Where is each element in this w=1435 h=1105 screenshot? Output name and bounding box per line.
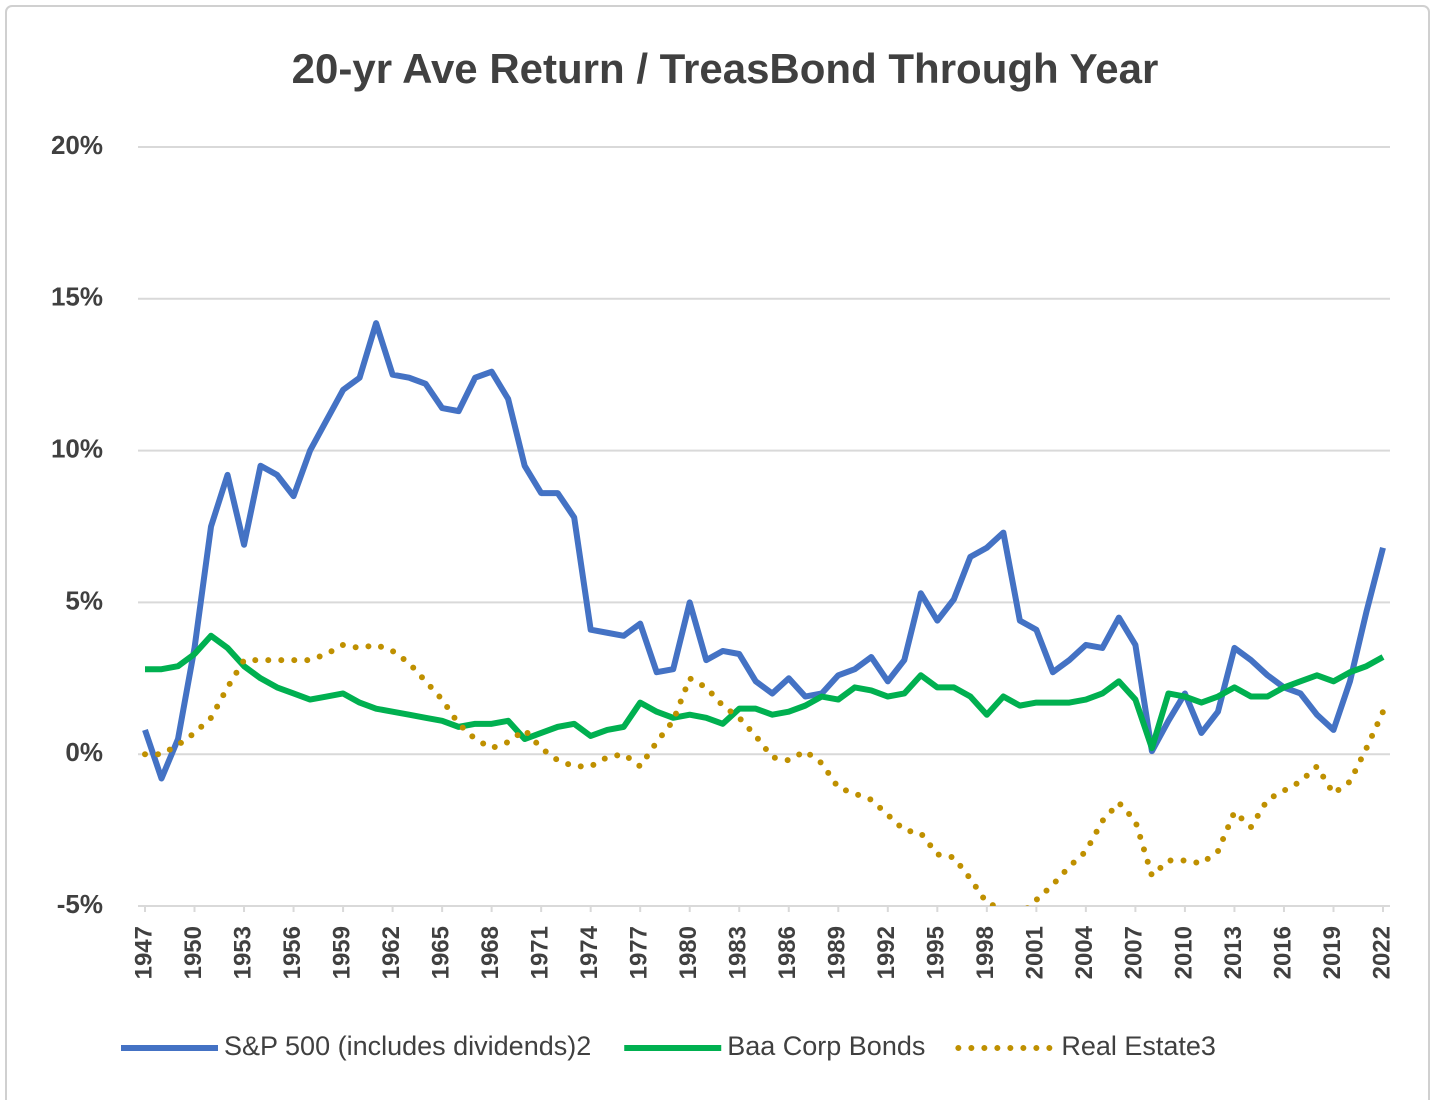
y-tick-label: -5% bbox=[57, 889, 103, 919]
y-tick-label: 20% bbox=[51, 130, 103, 160]
x-tick-label: 1965 bbox=[427, 926, 454, 979]
chart-frame bbox=[5, 5, 1430, 1105]
x-tick-label: 1953 bbox=[229, 926, 256, 979]
x-tick-label: 1956 bbox=[279, 926, 306, 979]
x-tick-label: 1962 bbox=[378, 926, 405, 979]
x-tick-label: 2001 bbox=[1022, 926, 1049, 979]
legend-label: Baa Corp Bonds bbox=[727, 1031, 925, 1061]
x-tick-label: 1992 bbox=[873, 926, 900, 979]
x-tick-label: 1980 bbox=[675, 926, 702, 979]
x-tick-label: 1986 bbox=[774, 926, 801, 979]
series-line bbox=[142, 320, 1386, 782]
y-tick-label: 10% bbox=[51, 433, 103, 463]
y-tick-label: 0% bbox=[65, 737, 103, 767]
chart-title: 20-yr Ave Return / TreasBond Through Yea… bbox=[292, 45, 1159, 92]
x-tick-label: 2019 bbox=[1319, 926, 1346, 979]
x-tick-label: 1995 bbox=[923, 926, 950, 979]
legend-label: S&P 500 (includes dividends)2 bbox=[224, 1031, 591, 1061]
x-tick-label: 1959 bbox=[328, 926, 355, 979]
x-tick-label: 2007 bbox=[1121, 926, 1148, 979]
x-tick-label: 2013 bbox=[1220, 926, 1247, 979]
x-tick-label: 1977 bbox=[626, 926, 653, 979]
x-tick-label: 2004 bbox=[1071, 925, 1098, 979]
x-tick-label: 2010 bbox=[1170, 926, 1197, 979]
legend-label: Real Estate3 bbox=[1061, 1031, 1216, 1061]
x-tick-label: 1971 bbox=[527, 926, 554, 979]
y-tick-label: 5% bbox=[65, 585, 103, 615]
x-tick-label: 2022 bbox=[1368, 926, 1395, 979]
x-tick-label: 1968 bbox=[477, 926, 504, 979]
x-tick-label: 1983 bbox=[725, 926, 752, 979]
x-tick-label: 1974 bbox=[576, 925, 603, 979]
x-tick-label: 1989 bbox=[824, 926, 851, 979]
y-tick-label: 15% bbox=[51, 282, 103, 312]
x-tick-label: 1950 bbox=[180, 926, 207, 979]
series-line bbox=[145, 632, 1385, 752]
x-tick-label: 2016 bbox=[1269, 926, 1296, 979]
x-tick-label: 1947 bbox=[130, 926, 157, 979]
x-tick-label: 1998 bbox=[972, 926, 999, 979]
